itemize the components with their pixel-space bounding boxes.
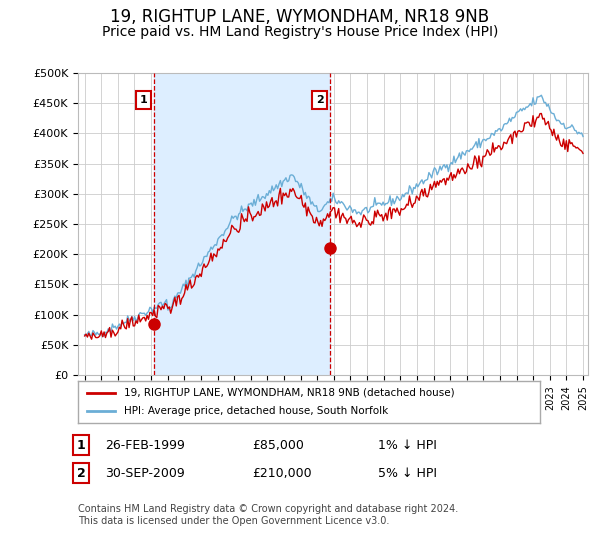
Text: 1% ↓ HPI: 1% ↓ HPI	[378, 438, 437, 452]
Text: 19, RIGHTUP LANE, WYMONDHAM, NR18 9NB: 19, RIGHTUP LANE, WYMONDHAM, NR18 9NB	[110, 8, 490, 26]
Text: £210,000: £210,000	[252, 466, 311, 480]
Text: 1: 1	[140, 95, 148, 105]
Text: 2: 2	[77, 466, 85, 480]
Text: HPI: Average price, detached house, South Norfolk: HPI: Average price, detached house, Sout…	[124, 406, 388, 416]
Text: Contains HM Land Registry data © Crown copyright and database right 2024.
This d: Contains HM Land Registry data © Crown c…	[78, 504, 458, 526]
Text: Price paid vs. HM Land Registry's House Price Index (HPI): Price paid vs. HM Land Registry's House …	[102, 25, 498, 39]
Bar	[154, 73, 329, 375]
Text: 2: 2	[316, 95, 323, 105]
Text: 19, RIGHTUP LANE, WYMONDHAM, NR18 9NB (detached house): 19, RIGHTUP LANE, WYMONDHAM, NR18 9NB (d…	[124, 388, 455, 398]
Text: £85,000: £85,000	[252, 438, 304, 452]
Text: 1: 1	[77, 438, 85, 452]
Text: 26-FEB-1999: 26-FEB-1999	[105, 438, 185, 452]
Text: 30-SEP-2009: 30-SEP-2009	[105, 466, 185, 480]
Text: 5% ↓ HPI: 5% ↓ HPI	[378, 466, 437, 480]
